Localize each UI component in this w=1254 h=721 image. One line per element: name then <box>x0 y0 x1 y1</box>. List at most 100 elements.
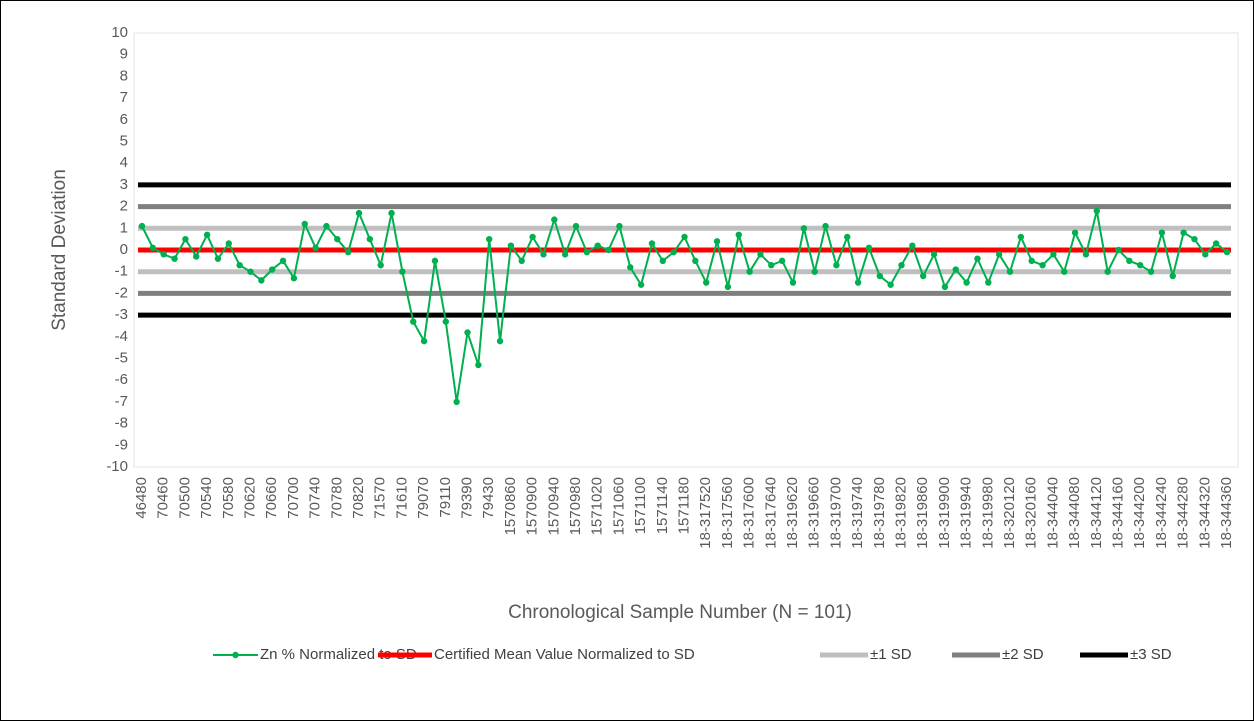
data-point <box>269 266 276 273</box>
legend-marker <box>232 651 239 659</box>
x-tick-label: 18-319780 <box>871 477 888 549</box>
data-point <box>420 337 428 345</box>
x-tick-label: 70820 <box>350 477 367 519</box>
x-tick-label: 18-319620 <box>784 477 801 549</box>
x-tick-label: 18-319700 <box>827 477 844 549</box>
legend-label: Certified Mean Value Normalized to SD <box>434 646 695 663</box>
x-axis-title: Chronological Sample Number (N = 101) <box>508 602 852 623</box>
data-point <box>149 244 157 252</box>
data-point <box>616 222 623 230</box>
data-point <box>811 268 818 275</box>
data-point <box>572 222 580 230</box>
data-point <box>1006 268 1014 275</box>
x-tick-label: 18-319900 <box>936 477 953 549</box>
data-point <box>561 251 569 258</box>
y-tick-label: -9 <box>115 436 128 453</box>
x-tick-label: 18-319860 <box>914 477 931 549</box>
data-point <box>735 231 742 239</box>
x-tick-label: 1570860 <box>502 477 519 535</box>
data-point <box>854 279 862 286</box>
data-point <box>1169 272 1176 280</box>
data-point <box>182 235 189 243</box>
x-tick-label: 18-344080 <box>1066 477 1083 549</box>
data-point <box>355 209 363 217</box>
data-point <box>464 329 471 336</box>
x-tick-label: 18-319660 <box>806 477 823 549</box>
data-point <box>963 279 970 286</box>
y-tick-label: -7 <box>115 393 128 410</box>
y-tick-label: 6 <box>120 111 128 128</box>
x-tick-label: 18-344360 <box>1218 477 1235 549</box>
data-point <box>1028 257 1035 265</box>
x-tick-label: 71570 <box>372 477 389 519</box>
data-point <box>659 257 666 265</box>
data-point <box>1104 268 1111 275</box>
data-point <box>399 268 406 275</box>
data-point <box>887 281 894 288</box>
y-tick-label: -1 <box>115 263 128 280</box>
y-tick-label: -5 <box>115 349 128 366</box>
data-point <box>171 255 178 262</box>
x-tick-label: 18-317520 <box>697 477 714 549</box>
x-tick-label: 18-344200 <box>1131 477 1148 549</box>
x-tick-label: 18-319980 <box>979 477 996 549</box>
x-tick-label: 70740 <box>307 477 324 519</box>
data-point <box>985 279 992 286</box>
data-point <box>952 266 959 273</box>
y-tick-label: 3 <box>120 176 128 193</box>
x-tick-label: 1571140 <box>654 477 671 534</box>
x-tick-label: 18-317560 <box>719 477 736 549</box>
data-point <box>366 235 374 243</box>
data-point <box>594 242 601 249</box>
y-tick-label: -6 <box>115 371 128 388</box>
data-point <box>388 209 395 217</box>
y-tick-label: 7 <box>120 89 128 106</box>
x-tick-label: 1570940 <box>545 477 562 535</box>
data-point <box>876 272 883 280</box>
x-tick-label: 18-319740 <box>849 477 866 549</box>
data-point <box>247 268 254 275</box>
data-point <box>507 242 515 249</box>
data-point <box>323 222 330 230</box>
x-tick-label: 18-344040 <box>1044 477 1061 549</box>
x-tick-label: 18-320120 <box>1001 477 1018 549</box>
x-tick-label: 70540 <box>198 477 215 519</box>
data-point <box>605 246 612 254</box>
x-tick-label: 70660 <box>263 477 280 519</box>
data-point <box>1158 229 1166 236</box>
data-point <box>203 231 211 239</box>
data-point <box>1050 251 1057 258</box>
data-point <box>778 257 786 265</box>
data-point <box>496 337 504 345</box>
y-tick-label: -4 <box>115 328 128 345</box>
x-tick-label: 1571020 <box>589 477 606 535</box>
data-point <box>312 244 319 252</box>
x-tick-label: 18-344240 <box>1153 477 1170 549</box>
data-point <box>301 220 308 228</box>
data-point <box>670 248 677 256</box>
x-tick-label: 18-344120 <box>1088 477 1105 549</box>
x-tick-label: 70500 <box>176 477 193 519</box>
y-tick-label: -8 <box>115 415 128 432</box>
data-point <box>1137 261 1144 269</box>
y-tick-label: 0 <box>120 241 128 258</box>
data-point <box>995 251 1003 258</box>
data-point <box>941 283 949 291</box>
x-tick-label: 79110 <box>437 477 454 518</box>
data-point <box>344 248 352 256</box>
data-point <box>529 233 536 241</box>
data-point <box>518 257 525 265</box>
data-point <box>1212 240 1220 247</box>
data-point <box>930 251 938 258</box>
data-point <box>1082 251 1090 258</box>
data-point <box>431 257 439 265</box>
data-point <box>1202 251 1209 258</box>
y-tick-label: 4 <box>120 154 128 171</box>
data-point <box>1223 248 1231 256</box>
data-point <box>865 244 873 252</box>
data-point <box>920 272 927 280</box>
plot-area <box>133 32 1239 468</box>
x-tick-label: 70700 <box>285 477 302 519</box>
data-point <box>800 225 808 232</box>
data-point <box>681 233 688 241</box>
